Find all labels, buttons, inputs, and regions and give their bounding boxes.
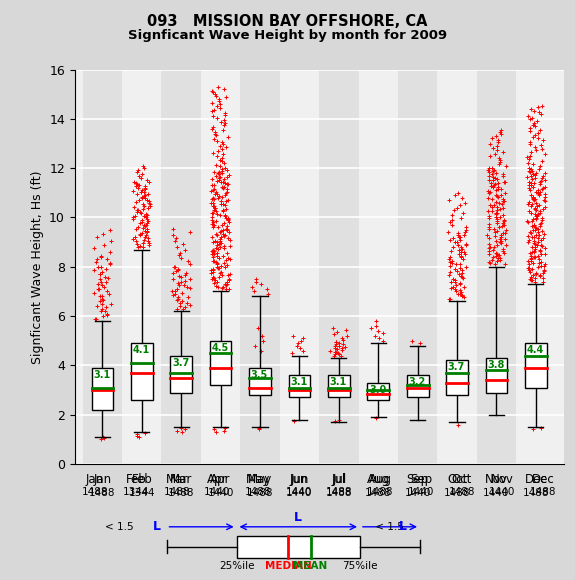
Bar — [162, 70, 201, 464]
Text: 1440: 1440 — [204, 487, 231, 497]
Bar — [407, 375, 428, 397]
Text: 093   MISSION BAY OFFSHORE, CA: 093 MISSION BAY OFFSHORE, CA — [147, 14, 428, 30]
Text: 3.1: 3.1 — [329, 377, 347, 387]
Bar — [319, 70, 359, 464]
Text: 1488: 1488 — [325, 488, 352, 498]
Bar — [477, 70, 516, 464]
Text: Apr: Apr — [207, 473, 228, 485]
Text: 3.1: 3.1 — [290, 377, 308, 387]
Text: 3.1: 3.1 — [93, 370, 110, 380]
Text: 1440: 1440 — [208, 488, 234, 498]
Text: 4.4: 4.4 — [527, 345, 544, 355]
Text: MEDIAN: MEDIAN — [265, 560, 312, 571]
Bar — [279, 70, 319, 464]
Bar — [122, 70, 162, 464]
Text: 4.5: 4.5 — [212, 343, 229, 353]
Bar — [249, 368, 271, 395]
Text: Mar: Mar — [170, 473, 193, 485]
Text: 1488: 1488 — [365, 488, 392, 498]
Text: 25%ile: 25%ile — [219, 560, 254, 571]
Text: 1488: 1488 — [168, 488, 194, 498]
Bar — [210, 340, 231, 385]
Text: Feb: Feb — [131, 473, 152, 485]
Text: 1488: 1488 — [326, 487, 352, 497]
Bar — [236, 536, 360, 558]
Text: 4.1: 4.1 — [132, 345, 150, 355]
Text: Oct: Oct — [451, 473, 472, 485]
Bar — [91, 368, 113, 409]
Y-axis label: Signficant Wave Height, Hs (ft): Signficant Wave Height, Hs (ft) — [30, 170, 44, 364]
Text: Nov: Nov — [485, 473, 508, 485]
Text: 1440: 1440 — [484, 488, 509, 498]
Text: 1488: 1488 — [448, 487, 475, 497]
Text: 1488: 1488 — [367, 487, 393, 497]
Text: 1344: 1344 — [122, 487, 149, 497]
Text: Dec: Dec — [524, 473, 547, 485]
Text: Dec: Dec — [532, 473, 554, 485]
Bar — [170, 356, 192, 393]
Text: L: L — [399, 520, 407, 533]
Text: Aug: Aug — [367, 473, 390, 485]
Text: 3.2: 3.2 — [408, 377, 426, 387]
Text: 1440: 1440 — [404, 488, 431, 498]
Bar — [438, 70, 477, 464]
Text: 75%ile: 75%ile — [342, 560, 378, 571]
Text: 1344: 1344 — [128, 488, 155, 498]
Text: 3.5: 3.5 — [251, 370, 268, 380]
Text: 1440: 1440 — [286, 487, 312, 497]
Text: Sep: Sep — [410, 473, 432, 485]
Text: Jul: Jul — [332, 473, 347, 485]
Bar — [516, 70, 555, 464]
Text: 1488: 1488 — [247, 488, 273, 498]
Text: MEAN: MEAN — [293, 560, 328, 571]
Bar — [131, 343, 152, 400]
Bar — [446, 360, 468, 395]
Text: Jan: Jan — [86, 473, 104, 485]
Bar — [367, 383, 389, 400]
Text: Jun: Jun — [290, 473, 308, 485]
Text: Jul: Jul — [332, 473, 346, 485]
Text: Sep: Sep — [407, 473, 429, 485]
Text: 1488: 1488 — [82, 487, 108, 497]
Text: Apr: Apr — [210, 473, 231, 485]
Text: 1488: 1488 — [523, 488, 549, 498]
Text: 1488: 1488 — [444, 488, 470, 498]
Text: 3.7: 3.7 — [448, 362, 465, 372]
Text: 3.8: 3.8 — [487, 360, 505, 370]
Bar — [398, 70, 438, 464]
Text: 3.7: 3.7 — [172, 357, 189, 368]
Text: Mar: Mar — [166, 473, 188, 485]
Text: Signficant Wave Height by month for 2009: Signficant Wave Height by month for 2009 — [128, 29, 447, 42]
Text: L: L — [152, 520, 160, 533]
Bar — [359, 70, 398, 464]
Text: L: L — [294, 511, 302, 524]
Text: 1488: 1488 — [530, 487, 557, 497]
Text: Feb: Feb — [125, 473, 146, 485]
Bar — [240, 70, 279, 464]
Text: < 1.5: < 1.5 — [371, 522, 407, 532]
Text: Jan: Jan — [93, 473, 112, 485]
Bar — [201, 70, 240, 464]
Text: Jun: Jun — [290, 473, 309, 485]
Text: Oct: Oct — [447, 473, 467, 485]
Text: 3.0: 3.0 — [369, 385, 386, 394]
Text: 1440: 1440 — [489, 487, 516, 497]
Text: 1440: 1440 — [286, 488, 313, 498]
Text: < 1.5: < 1.5 — [105, 522, 136, 532]
Text: 1440: 1440 — [408, 487, 434, 497]
Text: May: May — [248, 473, 272, 485]
Text: 1488: 1488 — [245, 487, 271, 497]
Text: 1488: 1488 — [163, 487, 190, 497]
Bar — [328, 375, 350, 397]
Text: 1488: 1488 — [89, 488, 116, 498]
Text: Nov: Nov — [491, 473, 514, 485]
Bar — [486, 358, 507, 393]
Bar — [525, 343, 547, 387]
Bar — [289, 375, 310, 397]
Text: Aug: Aug — [369, 473, 392, 485]
Text: May: May — [246, 473, 270, 485]
Bar — [83, 70, 122, 464]
